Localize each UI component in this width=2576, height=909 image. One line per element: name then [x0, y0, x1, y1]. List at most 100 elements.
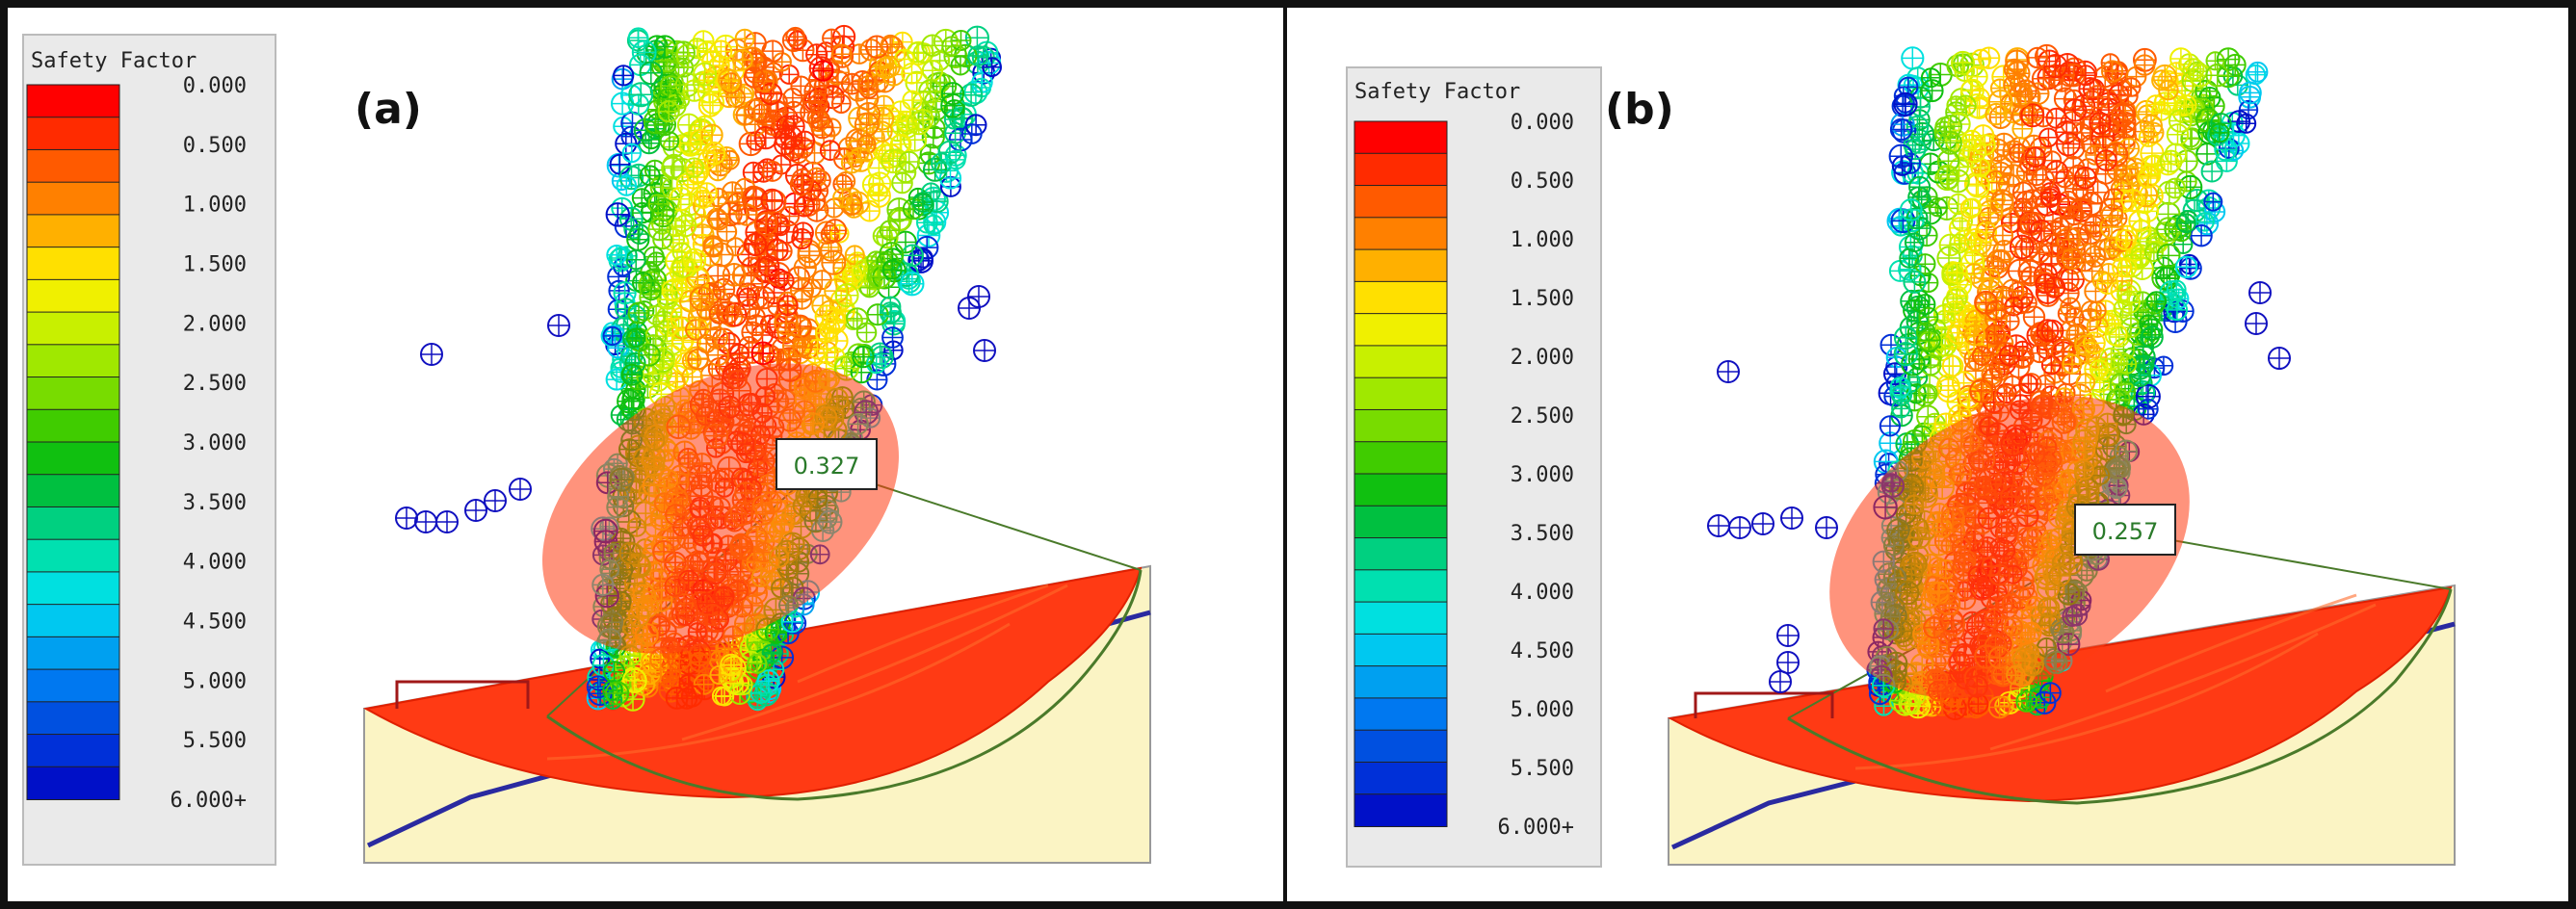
- slip-center-marker: [647, 217, 671, 242]
- legend-swatch: [1354, 441, 1448, 475]
- safety-factor-label-b: 0.257: [2074, 504, 2176, 556]
- legend-title: Safety Factor: [1354, 80, 1520, 104]
- slip-center-marker: [761, 39, 784, 63]
- dense-low-sf-core: [542, 363, 899, 654]
- legend-swatch: [26, 474, 120, 508]
- slip-center-marker: [868, 171, 892, 195]
- legend-tick-label: 3.500: [1511, 522, 1574, 546]
- critical-slip-circle: [1787, 588, 2453, 805]
- slip-center-marker: [2166, 299, 2189, 322]
- slip-center-marker: [2075, 373, 2096, 393]
- slip-center-marker: [718, 332, 741, 355]
- slip-center-marker: [918, 79, 943, 104]
- slip-center-marker: [603, 661, 626, 684]
- slip-center-marker: [793, 256, 817, 280]
- legend-tick-label: 5.000: [183, 669, 247, 693]
- slip-center-marker: [940, 82, 965, 106]
- slip-center-marker: [894, 161, 917, 184]
- slip-center-marker: [659, 131, 680, 151]
- slip-center-marker: [2026, 46, 2049, 69]
- slip-center-marker: [808, 92, 828, 114]
- slip-center-marker: [2173, 234, 2194, 255]
- slip-center-marker: [912, 192, 933, 213]
- slip-center-marker: [1963, 324, 1986, 347]
- slip-center-marker: [2200, 160, 2223, 183]
- slip-center-marker: [2086, 85, 2111, 110]
- slip-center-marker: [2089, 359, 2110, 379]
- slip-center-marker: [812, 60, 834, 82]
- slip-center-marker: [1889, 117, 1913, 142]
- slip-center-marker: [761, 643, 781, 663]
- slip-center-marker: [2020, 103, 2045, 128]
- slip-center-marker: [2209, 122, 2230, 143]
- slip-center-marker: [1966, 65, 1988, 88]
- slip-center-marker: [1941, 354, 1964, 377]
- slip-center-marker: [707, 209, 729, 231]
- slip-center-marker: [757, 255, 780, 277]
- slip-center-marker: [898, 150, 920, 173]
- slip-center-marker: [723, 673, 745, 694]
- legend-swatch: [1354, 537, 1448, 571]
- slip-center-marker: [621, 667, 647, 693]
- slip-center-marker: [709, 242, 734, 268]
- legend-tick-label: 3.500: [183, 491, 247, 515]
- slip-center-marker: [1967, 351, 1989, 373]
- slip-center-marker: [855, 322, 878, 344]
- legend-swatch: [26, 734, 120, 768]
- slip-center-marker: [2017, 259, 2043, 285]
- legend-swatch: [1354, 408, 1448, 443]
- slip-center-marker: [881, 34, 901, 55]
- slip-center-marker: [822, 28, 842, 48]
- slip-center-marker: [891, 171, 913, 195]
- legend-swatch: [26, 668, 120, 703]
- slip-center-marker: [753, 212, 778, 236]
- legend-swatch: [26, 148, 120, 184]
- legend-tick-label: 4.000: [183, 551, 247, 575]
- slip-center-marker: [1907, 289, 1931, 312]
- slip-center-marker: [2156, 243, 2181, 268]
- slip-center-marker: [2075, 65, 2096, 87]
- slip-center-marker: [852, 345, 875, 369]
- slip-center-marker: [689, 128, 712, 152]
- slip-center-marker: [1889, 377, 1911, 399]
- slip-center-marker: [1984, 324, 2006, 346]
- slip-center-marker: [2084, 215, 2104, 235]
- legend-tick-label: 6.000+: [171, 789, 247, 813]
- slip-center-marker: [420, 343, 443, 366]
- legend-swatch: [1354, 280, 1448, 315]
- slip-center-marker: [628, 223, 650, 246]
- slip-center-marker: [805, 43, 828, 66]
- slip-center-marker: [2045, 107, 2067, 129]
- slip-center-marker: [823, 219, 848, 243]
- slip-center-marker: [2131, 219, 2152, 240]
- slip-center-marker: [2168, 109, 2193, 133]
- legend-swatch: [26, 84, 120, 118]
- safety-factor-label-a: 0.327: [775, 438, 878, 490]
- slip-center-marker: [2095, 149, 2117, 171]
- slip-center-marker: [2000, 311, 2020, 331]
- slip-center-marker: [879, 220, 901, 241]
- slip-center-marker: [627, 301, 650, 325]
- legend-swatch: [26, 344, 120, 378]
- legend-tick-label: 3.000: [183, 431, 247, 455]
- slip-center-marker: [820, 239, 843, 262]
- slip-center-marker: [2104, 323, 2128, 347]
- slip-center-marker: [711, 686, 732, 706]
- figure-b: Safety Factor 0.000 0.500 1.000 1.500 2.000 2…: [1346, 43, 2456, 868]
- slip-center-marker: [853, 258, 878, 283]
- slip-center-marker: [2024, 146, 2046, 169]
- slip-center-marker: [2100, 203, 2124, 227]
- slip-center-marker: [2129, 365, 2151, 387]
- slip-center-marker: [815, 323, 835, 344]
- slip-center-marker: [866, 183, 891, 208]
- slip-center-marker: [2139, 314, 2159, 334]
- legend-swatch: [1354, 793, 1448, 828]
- slip-center-marker: [2069, 196, 2092, 220]
- panel-label-a: (a): [355, 85, 422, 134]
- slip-center-marker: [967, 45, 989, 66]
- slip-center-marker: [1936, 374, 1960, 399]
- slip-center-marker: [857, 75, 880, 96]
- slip-center-marker: [693, 189, 713, 209]
- slip-center-marker: [2116, 353, 2138, 375]
- slip-center-marker: [2145, 291, 2168, 312]
